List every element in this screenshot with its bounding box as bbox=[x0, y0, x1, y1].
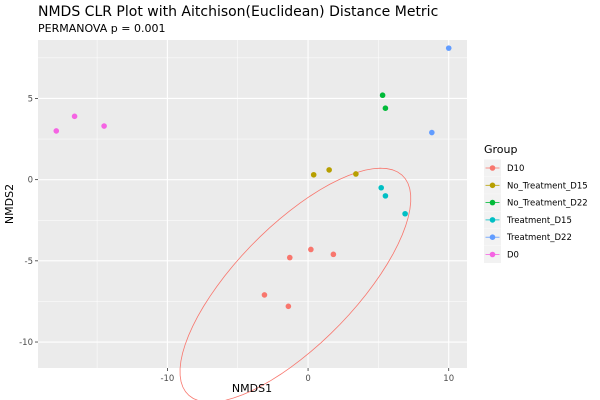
legend-label: D10 bbox=[507, 164, 524, 174]
y-tick-label: -10 bbox=[19, 338, 33, 348]
legend-item-treatment_d22: Treatment_D22 bbox=[484, 228, 572, 246]
legend-label: Treatment_D22 bbox=[506, 233, 572, 243]
legend: Group D10 No_Treatment_D15 No_Treatment_D2… bbox=[484, 143, 588, 263]
point-d10 bbox=[285, 303, 292, 310]
y-axis-title: NMDS2 bbox=[3, 184, 16, 224]
legend-label: D0 bbox=[507, 251, 519, 261]
legend-key-point bbox=[489, 217, 496, 223]
point-treatment_d22 bbox=[429, 129, 435, 136]
minor-gridlines bbox=[38, 40, 467, 368]
x-tick-label: -10 bbox=[160, 374, 174, 384]
data-points bbox=[53, 45, 452, 310]
point-treatment_d22 bbox=[445, 45, 452, 51]
legend-title: Group bbox=[484, 143, 518, 156]
point-no_treatment_d22 bbox=[382, 105, 389, 111]
legend-label: No_Treatment_D15 bbox=[507, 181, 588, 191]
legend-key-point bbox=[489, 199, 496, 206]
point-d10 bbox=[308, 246, 314, 253]
point-d10 bbox=[286, 254, 293, 261]
ellipse-d10 bbox=[179, 167, 412, 400]
point-no_treatment_d22 bbox=[379, 92, 386, 99]
point-d10 bbox=[261, 292, 268, 298]
point-no_treatment_d15 bbox=[326, 167, 332, 173]
x-axis-title: NMDS1 bbox=[232, 382, 272, 395]
legend-item-treatment_d15: Treatment_D15 bbox=[484, 211, 572, 229]
point-treatment_d15 bbox=[402, 210, 408, 217]
x-tick-label: 10 bbox=[443, 374, 454, 384]
point-d0 bbox=[71, 113, 78, 120]
y-tick-label: -5 bbox=[25, 257, 33, 267]
legend-item-d10: D10 bbox=[484, 159, 524, 177]
x-axis-ticks: -10 0 10 bbox=[160, 368, 454, 384]
confidence-ellipses bbox=[179, 167, 412, 400]
point-d10 bbox=[330, 251, 337, 258]
legend-label: Treatment_D15 bbox=[506, 216, 572, 226]
point-treatment_d15 bbox=[382, 193, 389, 199]
point-d0 bbox=[101, 123, 107, 129]
point-d0 bbox=[53, 128, 60, 134]
y-tick-label: 0 bbox=[28, 176, 33, 186]
point-treatment_d15 bbox=[378, 184, 385, 191]
legend-key-point bbox=[489, 251, 496, 258]
x-tick-label: 0 bbox=[305, 374, 310, 384]
legend-item-no_treatment_d22: No_Treatment_D22 bbox=[484, 194, 588, 212]
point-no_treatment_d15 bbox=[353, 171, 359, 177]
legend-item-d0: D0 bbox=[484, 246, 519, 263]
major-gridlines bbox=[38, 40, 467, 368]
y-axis-ticks: 5 0 -5 -10 bbox=[19, 94, 38, 348]
legend-key-point bbox=[489, 234, 496, 240]
point-no_treatment_d15 bbox=[310, 171, 317, 178]
legend-key-point bbox=[489, 182, 496, 189]
chart-title: NMDS CLR Plot with Aitchison(Euclidean) … bbox=[38, 4, 438, 20]
chart-subtitle: PERMANOVA p = 0.001 bbox=[38, 22, 165, 35]
y-tick-label: 5 bbox=[28, 94, 33, 104]
plot-panel bbox=[38, 40, 467, 368]
legend-key-point bbox=[489, 165, 496, 171]
legend-label: No_Treatment_D22 bbox=[507, 199, 588, 209]
legend-item-no_treatment_d15: No_Treatment_D15 bbox=[484, 176, 588, 194]
